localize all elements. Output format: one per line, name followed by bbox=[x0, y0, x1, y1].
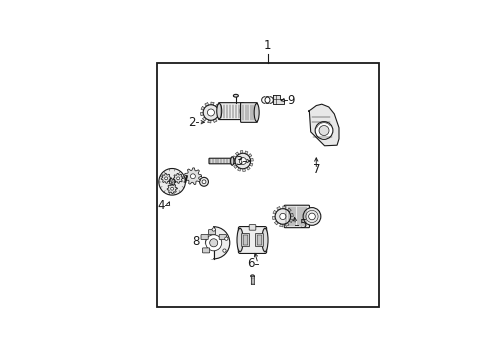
Polygon shape bbox=[208, 120, 211, 123]
Circle shape bbox=[210, 239, 218, 247]
Polygon shape bbox=[201, 106, 205, 110]
Polygon shape bbox=[219, 109, 221, 112]
Circle shape bbox=[309, 213, 315, 220]
Circle shape bbox=[191, 174, 196, 179]
Polygon shape bbox=[234, 165, 237, 168]
FancyBboxPatch shape bbox=[242, 233, 249, 247]
FancyBboxPatch shape bbox=[238, 226, 267, 253]
Circle shape bbox=[171, 181, 173, 183]
Text: 1: 1 bbox=[264, 39, 271, 51]
Ellipse shape bbox=[217, 103, 222, 119]
FancyBboxPatch shape bbox=[202, 248, 210, 253]
Polygon shape bbox=[173, 174, 183, 183]
Polygon shape bbox=[274, 221, 278, 225]
Ellipse shape bbox=[237, 228, 243, 252]
Text: 9: 9 bbox=[288, 94, 295, 107]
Circle shape bbox=[225, 237, 228, 240]
Polygon shape bbox=[211, 102, 214, 105]
Ellipse shape bbox=[251, 275, 254, 277]
Bar bbox=[251, 276, 254, 284]
Circle shape bbox=[280, 213, 286, 220]
Polygon shape bbox=[280, 224, 283, 227]
Polygon shape bbox=[169, 179, 175, 185]
FancyBboxPatch shape bbox=[219, 234, 226, 239]
Polygon shape bbox=[250, 158, 253, 161]
Polygon shape bbox=[277, 207, 280, 210]
Polygon shape bbox=[216, 104, 220, 108]
Circle shape bbox=[319, 126, 329, 135]
Text: 4: 4 bbox=[157, 199, 165, 212]
Circle shape bbox=[303, 208, 321, 225]
Ellipse shape bbox=[231, 157, 234, 165]
Polygon shape bbox=[205, 103, 209, 106]
Ellipse shape bbox=[233, 94, 238, 97]
Ellipse shape bbox=[240, 103, 245, 119]
FancyBboxPatch shape bbox=[284, 205, 310, 228]
Polygon shape bbox=[309, 104, 339, 146]
FancyBboxPatch shape bbox=[249, 225, 256, 230]
FancyBboxPatch shape bbox=[257, 235, 262, 245]
Circle shape bbox=[207, 109, 215, 116]
Polygon shape bbox=[202, 117, 206, 121]
Polygon shape bbox=[240, 150, 243, 153]
Circle shape bbox=[177, 177, 179, 180]
FancyBboxPatch shape bbox=[219, 103, 244, 120]
Circle shape bbox=[171, 187, 173, 190]
Circle shape bbox=[212, 228, 216, 231]
Polygon shape bbox=[235, 152, 239, 156]
Text: 3: 3 bbox=[235, 154, 243, 167]
Polygon shape bbox=[167, 184, 177, 194]
Bar bbox=[157, 63, 379, 307]
Circle shape bbox=[275, 209, 291, 224]
FancyBboxPatch shape bbox=[209, 158, 235, 164]
Polygon shape bbox=[249, 163, 253, 166]
Text: 8: 8 bbox=[192, 235, 199, 248]
Polygon shape bbox=[273, 210, 276, 214]
FancyBboxPatch shape bbox=[256, 233, 263, 247]
Text: 6: 6 bbox=[247, 257, 255, 270]
Circle shape bbox=[165, 177, 168, 180]
Polygon shape bbox=[217, 115, 221, 119]
Polygon shape bbox=[245, 151, 248, 154]
Polygon shape bbox=[232, 161, 235, 164]
FancyBboxPatch shape bbox=[244, 235, 248, 245]
Text: 2: 2 bbox=[188, 116, 196, 129]
FancyBboxPatch shape bbox=[208, 230, 216, 235]
Polygon shape bbox=[200, 112, 203, 116]
Polygon shape bbox=[290, 213, 294, 216]
Ellipse shape bbox=[262, 228, 268, 252]
Polygon shape bbox=[185, 168, 201, 185]
Polygon shape bbox=[238, 168, 241, 171]
Circle shape bbox=[159, 168, 185, 195]
Polygon shape bbox=[233, 156, 236, 159]
Polygon shape bbox=[283, 206, 286, 209]
Text: 5: 5 bbox=[299, 218, 306, 231]
Ellipse shape bbox=[254, 103, 259, 122]
Polygon shape bbox=[285, 223, 289, 226]
Polygon shape bbox=[246, 166, 250, 170]
Polygon shape bbox=[289, 219, 293, 222]
Polygon shape bbox=[161, 174, 171, 183]
Polygon shape bbox=[288, 208, 292, 212]
Circle shape bbox=[235, 153, 250, 169]
Circle shape bbox=[197, 227, 230, 259]
Circle shape bbox=[206, 235, 222, 251]
Polygon shape bbox=[272, 216, 275, 220]
Polygon shape bbox=[213, 119, 217, 122]
Circle shape bbox=[202, 180, 206, 184]
Polygon shape bbox=[273, 95, 284, 104]
Polygon shape bbox=[248, 154, 252, 157]
Circle shape bbox=[203, 105, 219, 120]
Text: 7: 7 bbox=[313, 163, 320, 176]
Circle shape bbox=[315, 122, 333, 139]
Circle shape bbox=[199, 177, 208, 186]
Circle shape bbox=[239, 158, 246, 165]
Circle shape bbox=[223, 249, 226, 252]
FancyBboxPatch shape bbox=[195, 226, 213, 260]
FancyBboxPatch shape bbox=[201, 234, 208, 239]
Polygon shape bbox=[243, 168, 245, 171]
FancyBboxPatch shape bbox=[241, 103, 258, 122]
